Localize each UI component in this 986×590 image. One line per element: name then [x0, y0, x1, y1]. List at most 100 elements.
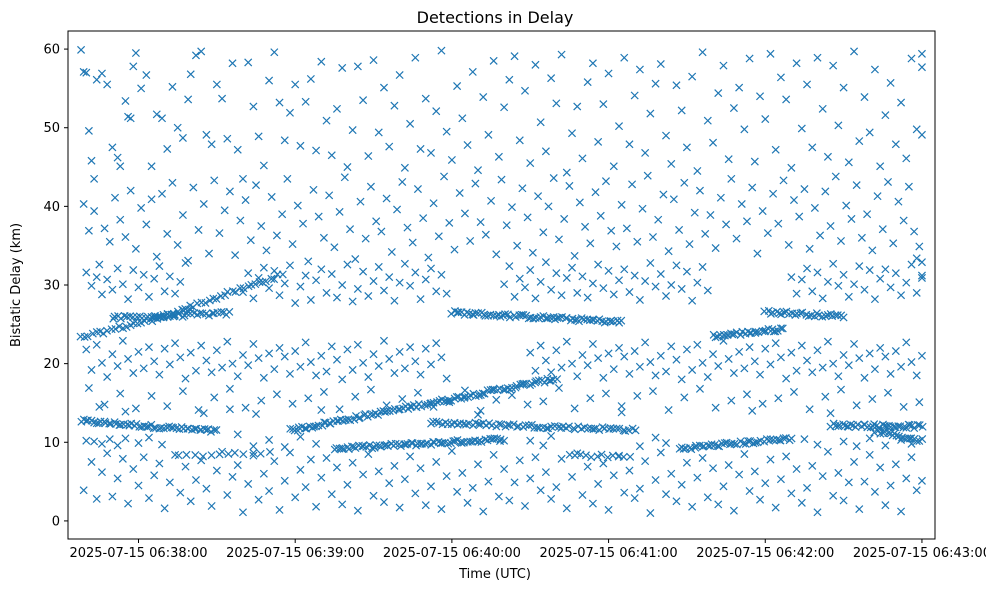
data-point: [254, 495, 263, 504]
data-point: [562, 273, 571, 282]
data-point: [603, 453, 612, 462]
data-point: [868, 246, 877, 255]
data-point: [317, 265, 326, 274]
y-axis-label: Bistatic Delay (km): [9, 223, 24, 347]
data-point: [740, 450, 749, 459]
data-point: [348, 458, 357, 467]
data-point: [379, 83, 389, 92]
data-point: [685, 240, 694, 249]
data-point: [839, 83, 848, 92]
data-point: [917, 130, 926, 139]
data-point: [531, 453, 540, 462]
data-point: [792, 289, 801, 298]
data-point: [763, 229, 772, 238]
data-point: [567, 129, 577, 138]
data-point: [256, 449, 265, 458]
data-point: [562, 337, 571, 346]
data-point: [476, 218, 485, 227]
data-point: [536, 486, 545, 495]
data-point: [826, 221, 835, 231]
data-point: [241, 403, 250, 412]
data-point: [385, 479, 394, 488]
data-point: [238, 508, 247, 517]
data-point: [620, 352, 629, 361]
data-point: [907, 54, 916, 63]
data-point: [171, 450, 180, 459]
data-point: [462, 308, 471, 317]
data-point: [750, 357, 759, 366]
data-point: [373, 410, 383, 420]
data-point: [547, 74, 556, 83]
data-point: [776, 324, 785, 333]
data-point: [567, 263, 577, 272]
data-point: [241, 196, 250, 205]
data-point: [479, 93, 488, 102]
data-point: [682, 267, 691, 276]
data-point: [894, 197, 903, 206]
data-point: [766, 455, 775, 464]
data-point: [207, 501, 216, 510]
data-point: [210, 425, 219, 435]
data-point: [411, 268, 420, 277]
data-point: [795, 212, 804, 221]
data-point: [852, 442, 861, 451]
data-point: [368, 444, 377, 453]
data-point: [194, 225, 203, 234]
data-point: [787, 489, 796, 498]
data-point: [304, 257, 313, 266]
data-point: [766, 49, 775, 58]
data-point: [97, 439, 106, 448]
data-point: [113, 361, 122, 371]
data-point: [109, 314, 118, 323]
data-point: [617, 402, 626, 411]
data-point: [129, 464, 138, 474]
data-point: [390, 101, 399, 110]
data-point: [586, 394, 595, 403]
data-point: [197, 456, 206, 465]
data-point: [501, 310, 510, 319]
data-point: [722, 220, 731, 229]
data-point: [886, 369, 895, 378]
data-point: [798, 308, 807, 317]
data-point: [688, 296, 697, 305]
data-point: [432, 417, 441, 426]
data-point: [239, 450, 248, 459]
data-point: [359, 358, 368, 367]
data-point: [656, 269, 665, 279]
data-point: [421, 275, 430, 284]
data-point: [233, 430, 242, 439]
data-point: [881, 265, 890, 274]
data-point: [739, 439, 748, 448]
data-point: [667, 342, 676, 351]
data-point: [573, 449, 582, 458]
data-point: [839, 496, 848, 505]
data-point: [90, 437, 99, 446]
data-point: [876, 429, 885, 438]
data-point: [471, 179, 480, 188]
data-point: [366, 385, 375, 394]
data-point: [844, 158, 853, 167]
data-point: [547, 494, 556, 503]
data-point: [583, 293, 592, 302]
data-point: [486, 310, 495, 319]
data-point: [306, 74, 315, 83]
data-point: [464, 419, 473, 428]
data-point: [134, 283, 143, 292]
y-tick-label: 40: [43, 200, 60, 215]
data-point: [549, 174, 558, 183]
data-point: [426, 482, 436, 491]
data-point: [172, 424, 181, 433]
data-point: [291, 493, 300, 502]
data-point: [115, 322, 124, 331]
data-point: [105, 237, 114, 246]
data-point: [444, 439, 453, 448]
data-point: [152, 110, 161, 119]
data-point: [745, 343, 754, 352]
data-point: [359, 470, 368, 479]
data-point: [886, 481, 895, 490]
data-point: [80, 332, 89, 341]
data-point: [296, 465, 305, 474]
data-point: [735, 470, 744, 479]
data-point: [797, 498, 806, 507]
data-point: [698, 48, 707, 57]
